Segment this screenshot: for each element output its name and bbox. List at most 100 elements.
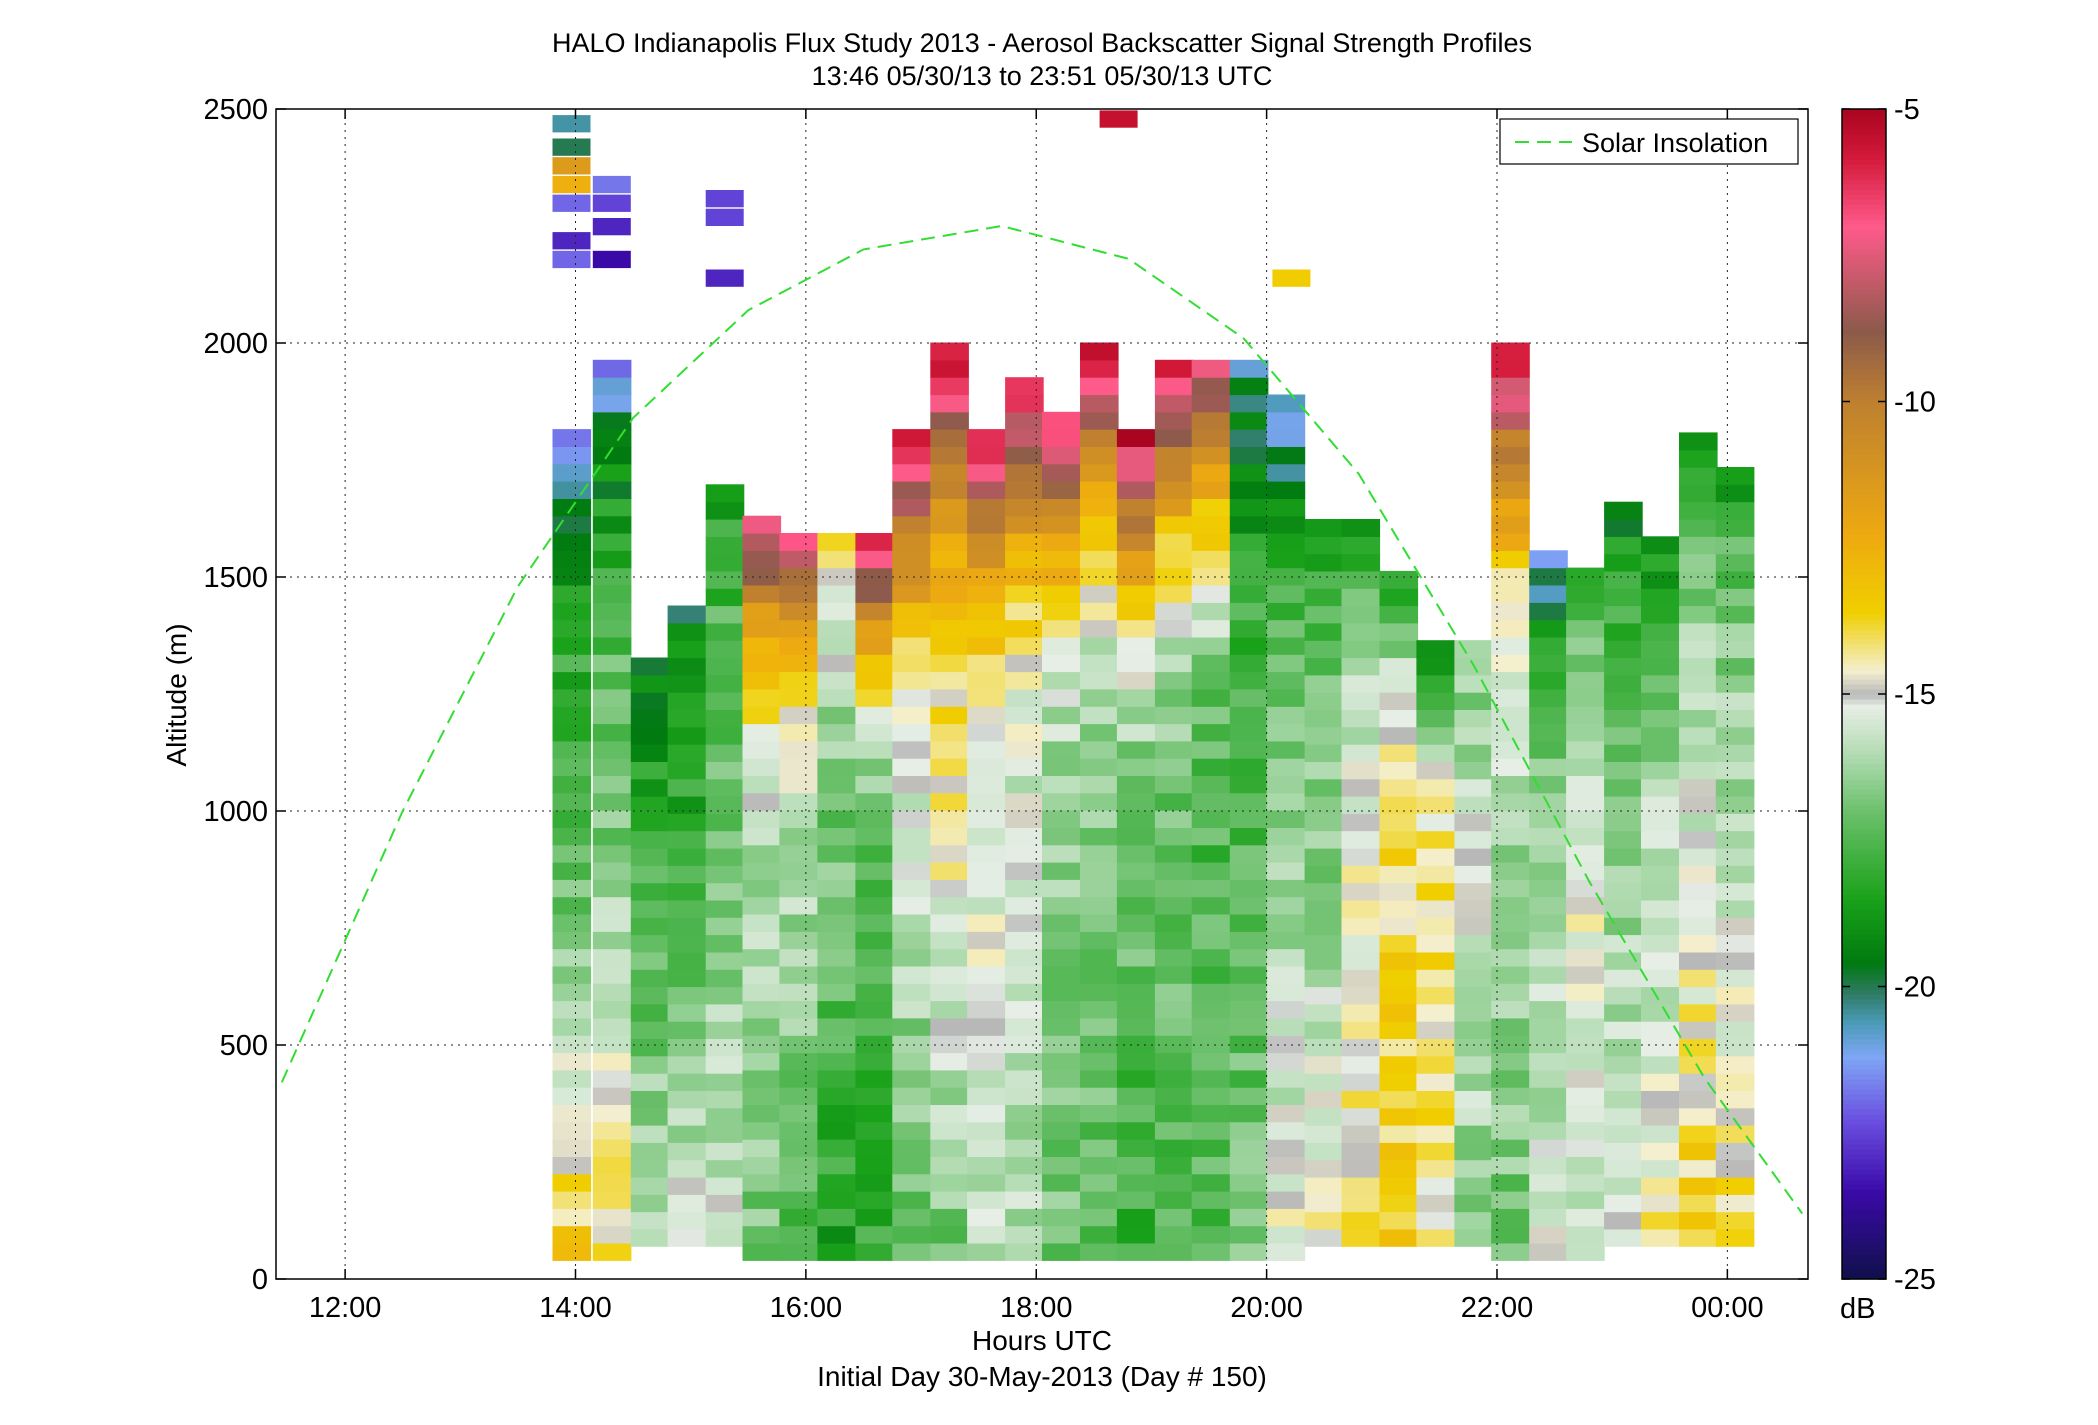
heatmap-cell bbox=[1304, 726, 1344, 745]
heatmap-cell bbox=[1604, 1055, 1643, 1074]
heatmap-cell bbox=[1641, 1194, 1680, 1213]
colorbar-slice bbox=[1842, 139, 1886, 145]
heatmap-cell bbox=[779, 1069, 818, 1088]
heatmap-cell bbox=[779, 636, 818, 655]
heatmap-cell bbox=[1116, 758, 1156, 776]
heatmap-cell bbox=[1379, 1211, 1419, 1230]
colorbar-tick-label: -10 bbox=[1894, 387, 1936, 419]
heatmap-cell bbox=[1379, 796, 1419, 814]
heatmap-cell bbox=[1042, 654, 1081, 673]
colorbar-ticks: -5-10-15-20-25 bbox=[1842, 94, 1936, 1296]
heatmap-cell bbox=[930, 411, 969, 430]
colorbar-slice bbox=[1842, 529, 1886, 535]
heatmap-cell bbox=[1191, 463, 1231, 482]
heatmap-cell bbox=[552, 1104, 592, 1123]
colorbar-slice bbox=[1842, 1199, 1886, 1205]
heatmap-cell bbox=[1080, 567, 1119, 586]
heatmap-cell bbox=[705, 1055, 745, 1074]
heatmap-cell bbox=[817, 550, 856, 569]
heatmap-cell bbox=[1042, 463, 1081, 482]
heatmap-cell bbox=[1604, 882, 1643, 901]
heatmap-cell bbox=[1491, 429, 1530, 447]
colorbar-slice bbox=[1842, 974, 1886, 980]
heatmap-cell bbox=[930, 914, 969, 932]
heatmap-cell bbox=[892, 498, 931, 517]
colorbar-slice bbox=[1842, 369, 1886, 375]
heatmap-cell bbox=[1116, 619, 1156, 638]
heatmap-cell bbox=[1304, 1228, 1344, 1247]
heatmap-cell bbox=[552, 619, 592, 638]
colorbar-slice bbox=[1842, 884, 1886, 890]
heatmap-cell bbox=[1491, 983, 1530, 1002]
heatmap-cell bbox=[1154, 1069, 1194, 1088]
heatmap-cell bbox=[592, 914, 632, 932]
colorbar-slice bbox=[1842, 1114, 1886, 1120]
heatmap-cell bbox=[1191, 723, 1231, 742]
heatmap-cell bbox=[1042, 446, 1081, 465]
heatmap-cell-isolated bbox=[1272, 269, 1311, 287]
heatmap-cell bbox=[1154, 1243, 1194, 1261]
heatmap-cell bbox=[779, 896, 818, 915]
heatmap-cell bbox=[892, 602, 931, 621]
heatmap-cell bbox=[630, 882, 670, 901]
heatmap-cell bbox=[817, 1156, 856, 1175]
heatmap-cell bbox=[1191, 844, 1231, 863]
heatmap-cell bbox=[1229, 706, 1269, 725]
heatmap-cell bbox=[1266, 1017, 1306, 1036]
colorbar-slice bbox=[1842, 814, 1886, 820]
heatmap-cell-isolated bbox=[552, 250, 591, 269]
heatmap-cell bbox=[630, 865, 670, 884]
colorbar-slice bbox=[1842, 1229, 1886, 1235]
heatmap-cell bbox=[1005, 810, 1044, 828]
colorbar-slice bbox=[1842, 589, 1886, 595]
heatmap-cell bbox=[967, 810, 1006, 828]
heatmap-cell bbox=[1604, 917, 1643, 936]
heatmap-cell bbox=[1229, 723, 1269, 742]
heatmap-cell bbox=[1154, 740, 1194, 759]
colorbar-slice bbox=[1842, 1049, 1886, 1055]
heatmap-cell bbox=[1379, 813, 1419, 832]
heatmap-cell bbox=[967, 567, 1006, 586]
heatmap-cell bbox=[892, 1121, 931, 1140]
heatmap-cell bbox=[1304, 865, 1344, 884]
heatmap-cell bbox=[1491, 965, 1530, 984]
heatmap-cell bbox=[1005, 1173, 1044, 1192]
heatmap-cell bbox=[592, 602, 632, 621]
heatmap-cell bbox=[1116, 654, 1156, 673]
heatmap-cell bbox=[1080, 498, 1119, 517]
heatmap-cell bbox=[1641, 865, 1680, 884]
heatmap-cell bbox=[817, 931, 856, 950]
heatmap-cell bbox=[1154, 931, 1194, 950]
heatmap-cell bbox=[1042, 792, 1081, 811]
heatmap-cell bbox=[1116, 706, 1156, 725]
heatmap-cell bbox=[1341, 796, 1381, 814]
heatmap-cell bbox=[1154, 688, 1194, 707]
heatmap-cell bbox=[1154, 1191, 1194, 1209]
heatmap-cell bbox=[1229, 1243, 1269, 1261]
heatmap-cell bbox=[705, 986, 745, 1005]
heatmap-cell bbox=[1266, 429, 1306, 447]
heatmap-cell bbox=[855, 862, 894, 880]
heatmap-cell bbox=[1005, 758, 1044, 776]
heatmap-cell bbox=[779, 585, 818, 603]
heatmap-cell bbox=[892, 775, 931, 794]
heatmap-cell bbox=[1080, 862, 1119, 880]
heatmap-cell bbox=[1229, 1087, 1269, 1105]
colorbar-slice bbox=[1842, 569, 1886, 575]
heatmap-cell bbox=[1379, 692, 1419, 710]
heatmap-cell-isolated bbox=[705, 269, 744, 287]
heatmap-cell bbox=[1529, 1087, 1568, 1105]
heatmap-cell bbox=[1566, 1173, 1605, 1192]
heatmap-cell bbox=[1191, 1139, 1231, 1157]
heatmap-cell bbox=[1191, 567, 1231, 586]
heatmap-cell bbox=[1042, 515, 1081, 534]
heatmap-cell bbox=[967, 1069, 1006, 1088]
heatmap-cell bbox=[630, 1159, 670, 1178]
heatmap-cell bbox=[1491, 1156, 1530, 1175]
colorbar-slice bbox=[1842, 1249, 1886, 1255]
heatmap-cell bbox=[1080, 1104, 1119, 1123]
heatmap-cell bbox=[705, 848, 745, 866]
heatmap-cell bbox=[1379, 674, 1419, 693]
heatmap-cell bbox=[1005, 740, 1044, 759]
heatmap-cell bbox=[1191, 914, 1231, 932]
